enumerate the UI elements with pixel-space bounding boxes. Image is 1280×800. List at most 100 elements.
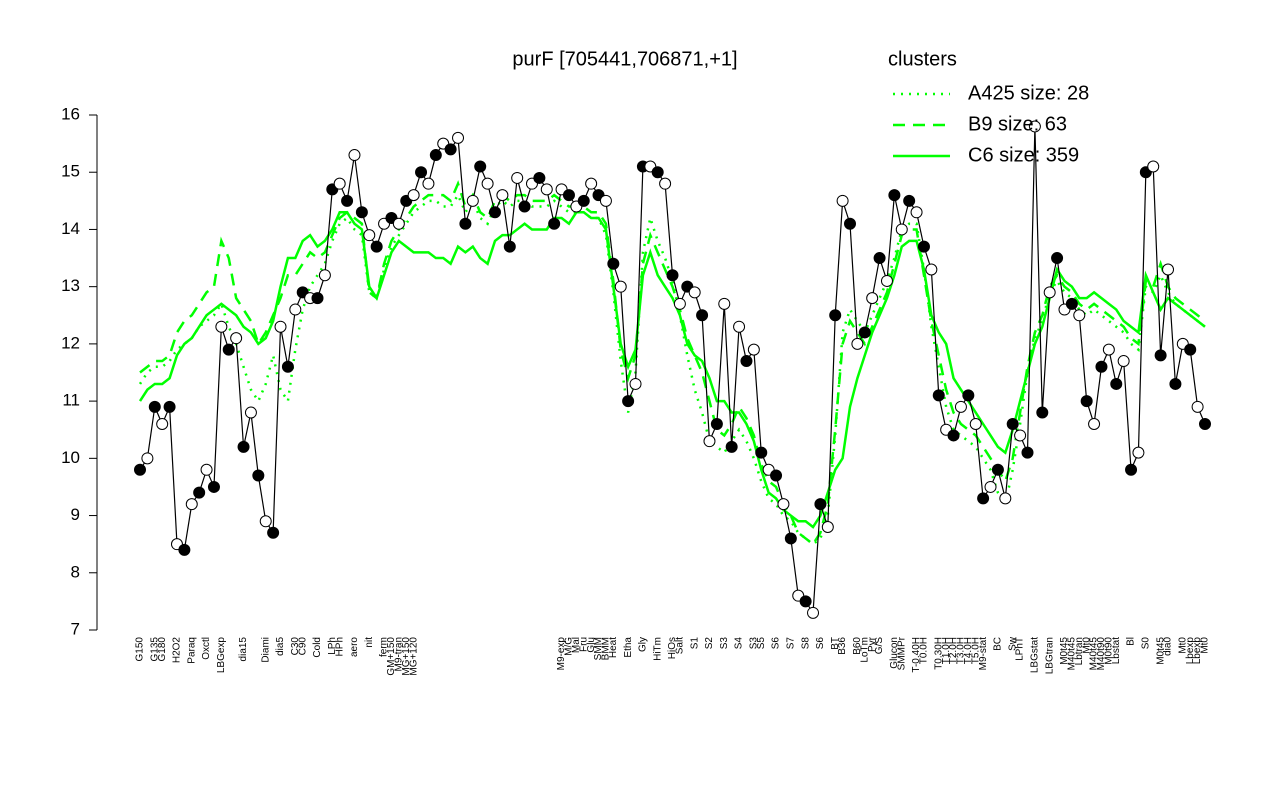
y-tick-label: 11 — [62, 391, 80, 410]
data-point — [910, 206, 923, 219]
x-tick-label: Pyr — [867, 636, 878, 652]
x-tick-label: M40t45 — [1089, 637, 1100, 671]
series-line — [138, 211, 1206, 529]
data-point — [991, 463, 1004, 476]
data-point — [148, 400, 161, 413]
data-point — [844, 217, 856, 230]
data-point — [1043, 286, 1056, 299]
data-point — [244, 406, 257, 419]
data-point — [289, 303, 302, 316]
data-point — [1184, 343, 1197, 356]
x-tick-label: LoTm — [859, 637, 870, 663]
data-point — [193, 486, 206, 499]
data-point — [1065, 297, 1078, 310]
x-tick-label: LBGstat — [1030, 637, 1041, 673]
data-point — [666, 269, 679, 282]
data-point — [259, 515, 272, 528]
x-tick-label: Salt — [675, 637, 686, 654]
x-tick-label: M9-tran — [393, 637, 404, 671]
data-point — [341, 194, 354, 207]
data-point — [777, 498, 790, 511]
data-point — [207, 480, 220, 493]
data-point — [415, 166, 428, 179]
data-point — [747, 343, 760, 356]
x-tick-label: Heat — [608, 637, 619, 658]
x-tick-label: HiTm — [652, 637, 663, 661]
x-tick-label: S3 — [719, 637, 730, 650]
data-point — [577, 194, 590, 207]
data-point — [807, 606, 820, 619]
data-point — [333, 177, 346, 190]
x-tick-label: LPhT — [1015, 637, 1026, 661]
x-tick-label: nit — [364, 637, 375, 648]
data-point — [629, 377, 642, 390]
data-point — [659, 177, 672, 190]
data-point — [814, 498, 827, 511]
data-point — [607, 257, 620, 270]
x-tick-label: Fru — [578, 637, 589, 652]
x-tick-label: Sw — [1007, 636, 1018, 651]
data-point — [895, 223, 908, 236]
series-line — [138, 192, 1206, 546]
data-point — [614, 280, 627, 293]
data-point — [733, 320, 746, 333]
data-point — [363, 229, 376, 242]
data-point — [267, 526, 280, 539]
data-point — [585, 177, 598, 190]
x-tick-label: T0.30H — [933, 637, 944, 670]
x-tick-label: aero — [349, 637, 360, 657]
data-point — [141, 452, 154, 465]
series-line — [139, 126, 1206, 615]
data-point — [281, 360, 294, 373]
data-point — [348, 149, 361, 162]
x-tick-label: S7 — [785, 637, 796, 650]
data-point — [703, 435, 716, 448]
x-tick-label: T3.0H — [956, 637, 967, 664]
data-point — [518, 200, 531, 213]
series-line — [139, 180, 1206, 546]
data-point — [954, 400, 967, 413]
x-tick-label: T2.0H — [948, 637, 959, 664]
data-point — [925, 263, 938, 276]
x-tick-label: Mal — [571, 637, 582, 653]
data-point — [1088, 418, 1101, 430]
y-tick-label: 10 — [61, 448, 80, 467]
x-tick-label: S1 — [689, 637, 700, 650]
data-point — [185, 498, 198, 511]
x-tick-label: G150 — [135, 637, 146, 662]
x-tick-label: Lbtran — [1074, 637, 1085, 665]
x-tick-label: T0.0H — [919, 637, 930, 664]
data-point — [311, 292, 324, 305]
x-tick-label: LBGexp — [216, 637, 227, 674]
data-point — [851, 337, 864, 350]
x-tick-label: M0t45 — [1059, 637, 1070, 665]
data-point — [1080, 395, 1093, 408]
data-point — [917, 240, 930, 253]
x-tick-label: SMM — [593, 637, 604, 660]
x-tick-label: Diami — [260, 637, 271, 663]
x-tick-label: S6 — [815, 637, 826, 650]
data-point — [370, 240, 383, 253]
data-point — [237, 440, 250, 453]
data-point — [696, 309, 709, 322]
data-point — [1199, 418, 1211, 430]
data-point — [829, 309, 842, 322]
data-point — [562, 189, 575, 202]
y-tick-label: 9 — [71, 505, 80, 524]
data-point — [1169, 377, 1182, 390]
x-tick-label: T5.0H — [970, 637, 981, 664]
data-point — [496, 189, 509, 202]
x-tick-label: BT — [830, 637, 841, 650]
y-tick-label: 16 — [61, 104, 80, 123]
x-tick-label: C30 — [290, 637, 301, 656]
x-tick-label: M40t90 — [1096, 637, 1107, 671]
data-point — [156, 418, 169, 430]
data-point — [1095, 360, 1108, 373]
data-point — [407, 189, 420, 202]
x-tick-label: B36 — [837, 637, 848, 655]
data-point — [755, 446, 768, 459]
data-point — [836, 194, 849, 207]
data-point — [548, 217, 561, 230]
data-point — [1110, 377, 1123, 390]
